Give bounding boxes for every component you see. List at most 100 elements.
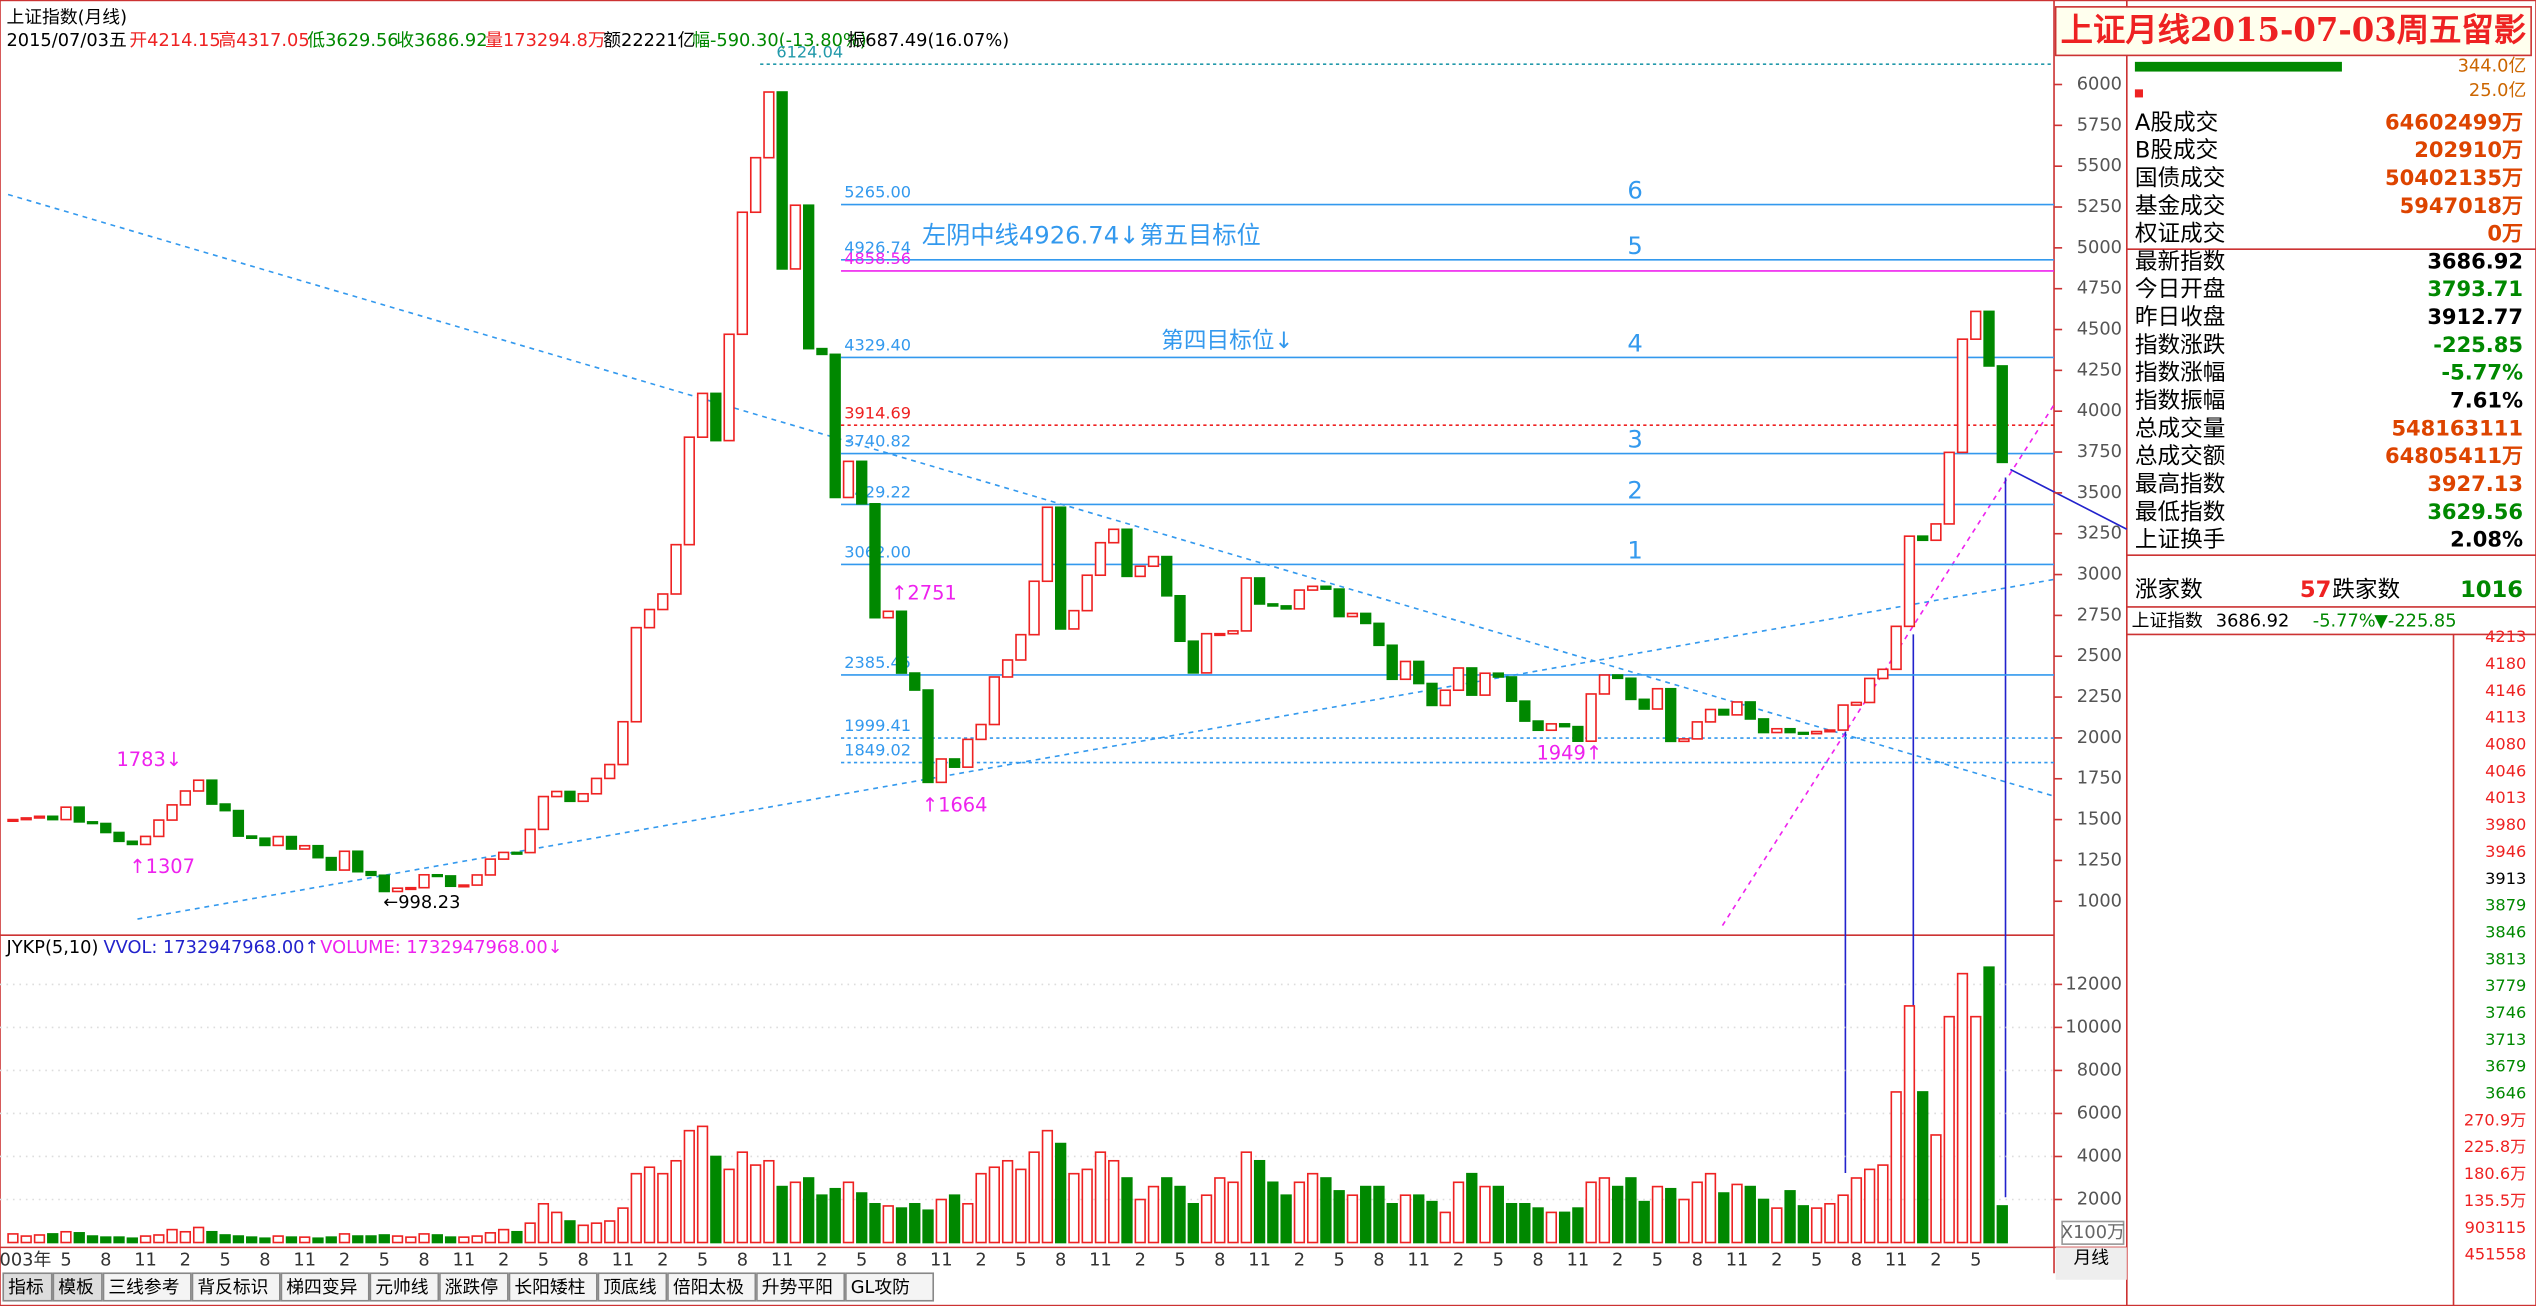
tab-label[interactable]: 三线参考 xyxy=(108,1277,179,1298)
volume-bar xyxy=(935,1198,947,1244)
trend-line xyxy=(1721,404,2055,926)
volume-bar xyxy=(1704,1172,1717,1244)
candle xyxy=(789,204,802,270)
candle xyxy=(86,821,99,825)
volume-bar xyxy=(1903,1005,1916,1244)
volume-bar xyxy=(1240,1151,1252,1244)
mini-tick: 451558 xyxy=(2465,1245,2527,1264)
annotation: 第四目标位↓ xyxy=(1161,328,1293,354)
time-label: 11 xyxy=(930,1249,953,1270)
tab-label[interactable]: 梯四变异 xyxy=(286,1277,357,1298)
tab-label[interactable]: 顶底线 xyxy=(603,1277,657,1298)
volume-bar xyxy=(948,1194,961,1244)
candle xyxy=(1943,451,1955,525)
level-tag: 1 xyxy=(1627,535,1642,564)
tab[interactable] xyxy=(2,1272,53,1302)
candle xyxy=(1346,612,1359,618)
tab-label[interactable]: 倍阳太极 xyxy=(673,1277,744,1298)
period-button-label[interactable]: 月线 xyxy=(2073,1248,2109,1269)
tab-label[interactable]: 模板 xyxy=(58,1277,94,1298)
candle xyxy=(1373,622,1385,647)
time-label: 5 xyxy=(1015,1249,1026,1270)
y-tick-label: 5750 xyxy=(2077,114,2122,135)
volume-bar xyxy=(179,1230,192,1244)
level-tag: 2 xyxy=(1627,476,1642,505)
candle xyxy=(856,460,868,505)
candle xyxy=(325,856,337,871)
period-button[interactable] xyxy=(2055,1247,2127,1280)
level-tag: 6 xyxy=(1627,176,1642,205)
tab[interactable] xyxy=(369,1272,440,1302)
tab-label[interactable]: 元帅线 xyxy=(375,1277,429,1298)
time-label: 5 xyxy=(538,1249,549,1270)
tab[interactable] xyxy=(508,1272,598,1302)
volume-bar xyxy=(497,1228,510,1244)
mini-tick: 903115 xyxy=(2465,1218,2527,1237)
tab-label[interactable]: 涨跌停 xyxy=(445,1277,498,1298)
y-tick-label: 3000 xyxy=(2077,564,2122,585)
volume-bar xyxy=(418,1233,430,1244)
volume-bar xyxy=(1492,1185,1504,1244)
volume-bar xyxy=(1718,1192,1730,1244)
y-tick-label: 1250 xyxy=(2077,849,2122,870)
row-label: 总成交量 xyxy=(2135,416,2226,442)
annotation: ↑1664 xyxy=(922,793,988,816)
candle xyxy=(1360,612,1372,625)
volume-bar xyxy=(444,1236,457,1244)
volume-bar xyxy=(710,1155,722,1244)
candle xyxy=(948,758,961,768)
tab[interactable] xyxy=(52,1272,103,1302)
tab[interactable] xyxy=(756,1272,846,1302)
candle xyxy=(1108,528,1120,544)
tab-label[interactable]: 长阳矮柱 xyxy=(514,1277,585,1298)
mini-tick: 3813 xyxy=(2485,949,2526,968)
tab[interactable] xyxy=(102,1272,192,1302)
candle xyxy=(1267,603,1279,607)
volume-bar xyxy=(1572,1207,1584,1244)
tab-label[interactable]: 指标 xyxy=(8,1277,44,1298)
volume-bar xyxy=(1134,1198,1146,1244)
time-label: 8 xyxy=(1532,1249,1543,1270)
volume-bar xyxy=(139,1235,152,1244)
volume-bar xyxy=(1333,1190,1345,1244)
candle xyxy=(829,353,841,499)
candle xyxy=(988,676,1001,726)
tab-label[interactable]: GL攻防 xyxy=(851,1277,910,1298)
volume-bar xyxy=(962,1202,974,1244)
volume-bar xyxy=(1956,972,1969,1244)
volume-bar xyxy=(1227,1181,1239,1244)
volume-bar xyxy=(484,1232,497,1244)
time-label: 2003年 xyxy=(0,1249,51,1270)
volume-bar xyxy=(1877,1164,1889,1244)
y-tick-label: 4000 xyxy=(2077,400,2122,421)
row-value: 0万 xyxy=(2487,221,2523,246)
row-value: 64602499万 xyxy=(2385,109,2523,134)
header-field: 高4317.05 xyxy=(218,30,309,51)
tab[interactable] xyxy=(597,1272,668,1302)
tab[interactable] xyxy=(280,1272,370,1302)
candle xyxy=(1744,701,1756,720)
candle xyxy=(1863,677,1876,704)
level-label: 4926.74 xyxy=(844,238,911,257)
tab[interactable] xyxy=(845,1272,935,1302)
row-value: 3912.77 xyxy=(2427,304,2523,329)
candle xyxy=(444,875,457,888)
candle xyxy=(511,851,523,855)
volume-bar xyxy=(1651,1185,1664,1244)
tab[interactable] xyxy=(439,1272,509,1302)
header-field: 额22221亿 xyxy=(603,30,695,51)
volume-bar xyxy=(1691,1181,1703,1244)
tab-label[interactable]: 升势平阳 xyxy=(762,1277,833,1298)
volume-bar xyxy=(683,1129,695,1244)
candle xyxy=(882,610,894,619)
volume-bar xyxy=(604,1220,616,1244)
row-value: 3793.71 xyxy=(2427,276,2523,301)
time-label: 5 xyxy=(697,1249,708,1270)
candle xyxy=(378,874,390,893)
volume-bar xyxy=(1850,1177,1863,1244)
mini-tick: 3746 xyxy=(2485,1003,2526,1022)
tab[interactable] xyxy=(667,1272,757,1302)
tab[interactable] xyxy=(191,1272,281,1302)
candle xyxy=(630,626,642,723)
tab-label[interactable]: 背反标识 xyxy=(197,1277,268,1298)
